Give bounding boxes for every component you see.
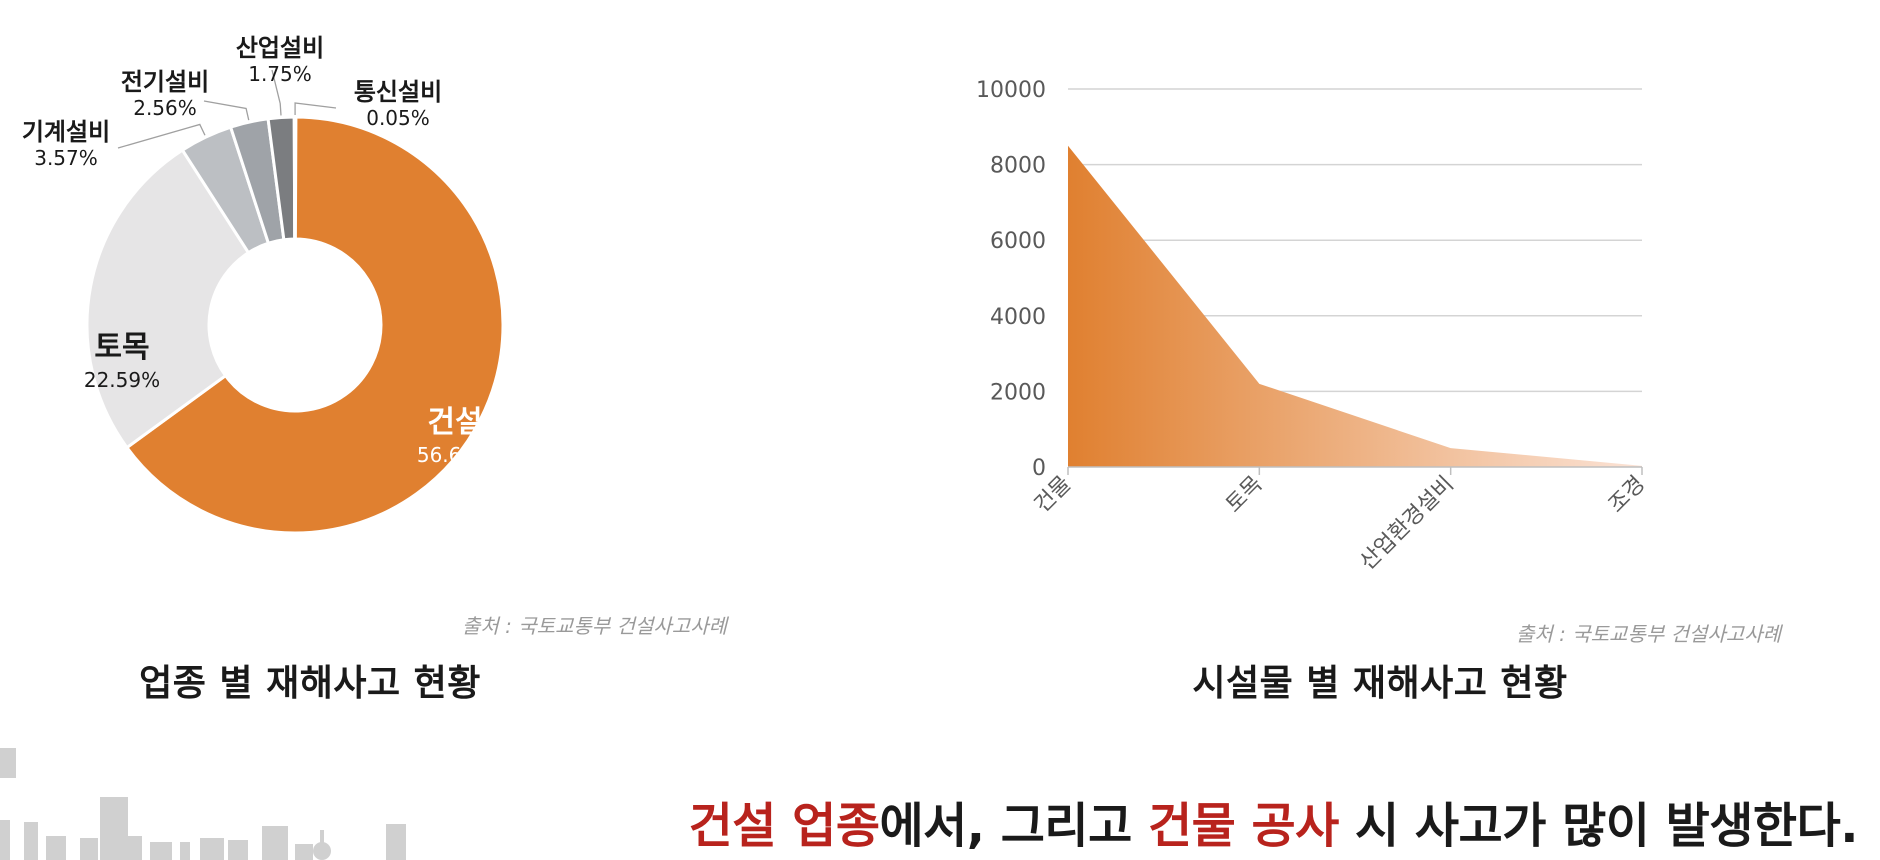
donut-leader-line-6 [294, 102, 337, 116]
headline: 건설 업종에서, 그리고 건물 공사 시 사고가 많이 발생한다. [688, 786, 1859, 856]
skyline-decoration [0, 748, 406, 860]
area-y-tick-1: 0 [1032, 456, 1046, 481]
donut-value-1: 56.61% [417, 443, 493, 467]
donut-slices [85, 115, 505, 535]
donut-chart-title: 업종 별 재해사고 현황 [139, 663, 481, 704]
donut-label-3: 기계설비 [22, 118, 110, 146]
headline-highlight-industry: 건설 업종 [688, 798, 880, 854]
donut-slice-1 [124, 115, 505, 535]
area-x-axis [1067, 466, 1643, 475]
donut-value-2: 22.59% [84, 368, 160, 392]
donut-value-5: 1.75% [248, 62, 312, 86]
donut-slice-6 [292, 115, 298, 241]
area-y-tick-4: 6000 [990, 229, 1046, 254]
area-chart-title: 시설물 별 재해사고 현황 [1192, 663, 1568, 704]
area-series [1068, 145, 1642, 467]
donut-value-4: 2.56% [133, 96, 197, 120]
donut-leader-line-3 [117, 123, 206, 149]
donut-label-5: 산업설비 [236, 34, 324, 62]
headline-text-2: 시 사고가 많이 발생한다. [1338, 798, 1858, 854]
area-y-tick-6: 10000 [976, 78, 1046, 103]
area-x-tick-3: 산업환경설비 [1355, 472, 1459, 576]
area-x-tick-4: 조경 [1604, 472, 1650, 518]
headline-text-1: 에서, 그리고 [879, 798, 1148, 854]
area-x-tick-2: 토목 [1221, 472, 1267, 518]
headline-highlight-building: 건물 공사 [1147, 798, 1339, 854]
donut-leader-lines [117, 69, 337, 149]
donut-value-3: 3.57% [34, 146, 98, 170]
area-y-tick-2: 2000 [990, 380, 1046, 405]
donut-leader-line-4 [203, 100, 250, 121]
donut-value-6: 0.05% [366, 106, 430, 130]
donut-label-6: 통신설비 [354, 78, 442, 106]
donut-label-1: 건설 [427, 405, 482, 440]
area-y-tick-3: 4000 [990, 305, 1046, 330]
donut-leader-line-5 [271, 69, 282, 116]
area-x-tick-labels: 건물 토목 산업환경설비 조경 [1030, 472, 1650, 576]
area-y-tick-5: 8000 [990, 154, 1046, 179]
donut-slice-2 [85, 148, 251, 450]
donut-label-4: 전기설비 [121, 68, 209, 96]
area-y-tick-labels: 0 2000 4000 6000 8000 10000 [976, 78, 1046, 481]
donut-label-2: 토목 [94, 330, 149, 365]
donut-source: 출처 : 국토교통부 건설사고사례 [462, 614, 728, 638]
area-source: 출처 : 국토교통부 건설사고사례 [1516, 622, 1782, 646]
